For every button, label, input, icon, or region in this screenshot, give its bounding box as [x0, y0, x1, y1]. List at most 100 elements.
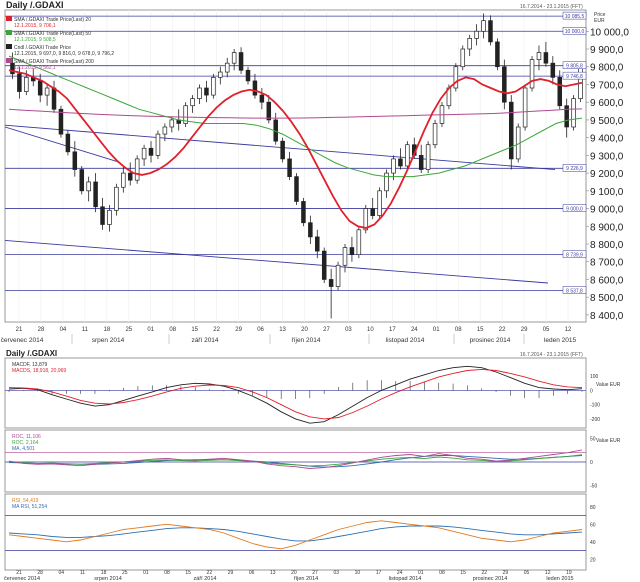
candle-body — [294, 176, 299, 202]
x-month-label: říjen 2014 — [292, 337, 321, 344]
x-month-label: červenec 2014 — [1, 337, 44, 344]
candle-body — [550, 62, 556, 78]
candle-body — [44, 87, 50, 96]
candle-body — [259, 94, 265, 103]
candle-body — [287, 158, 292, 177]
bottom-day-label: 01 — [418, 570, 424, 576]
candle-body — [335, 264, 341, 287]
x-day-label: 17 — [389, 327, 396, 333]
bottom-day-label: 29 — [228, 570, 234, 576]
candle-body — [266, 101, 272, 121]
level-tag-label: 10 000,0 — [565, 29, 585, 35]
rsi-legend-1: RSI, 54,419 — [12, 498, 39, 504]
x-day-label: 01 — [433, 327, 440, 333]
x-month-label: srpen 2014 — [92, 337, 125, 344]
legend-swatch-sma50 — [6, 30, 12, 35]
level-tag-label: 8 537,8 — [566, 288, 583, 294]
level-tag-box — [562, 27, 587, 35]
candle-body — [65, 133, 71, 153]
macd-axis: 100 0 -100 -200 — [590, 374, 600, 423]
candle-body — [86, 181, 91, 192]
roc-axis-unit: Value EUR — [596, 438, 621, 444]
candle-body — [432, 123, 438, 146]
trend-lines — [4, 124, 556, 284]
legend-sma200-label: SMA /.GDAXI Trade Price(Last) 200 — [14, 59, 94, 65]
x-day-label: 21 — [16, 327, 23, 333]
price-tick-label: 10 000,0 — [590, 27, 629, 38]
panel-axis-label: -100 — [590, 403, 600, 409]
candle-body — [17, 73, 22, 92]
candle-body — [58, 108, 64, 135]
roc-series — [5, 449, 586, 469]
trend-line-upper — [4, 124, 556, 170]
bottom-day-label: 01 — [143, 570, 149, 576]
price-grid — [18, 10, 569, 322]
x-day-label: 15 — [191, 327, 198, 333]
bottom-x-axis: 21 28 04 11 18 25 01 08 15 22 29 06 13 20 27 03 10 17 24 01… — [16, 570, 572, 576]
candle-body — [536, 52, 542, 60]
candle-body — [529, 59, 535, 89]
price-tick-label: 8 600,0 — [590, 275, 624, 286]
candle-body — [481, 20, 486, 32]
candle-body — [342, 247, 348, 266]
legend-sma20-label: SMA /.GDAXI Trade Price(Last) 20 — [14, 17, 91, 23]
panel-axis-label: 20 — [590, 557, 596, 563]
panel-axis-label: 0 — [590, 388, 593, 394]
price-tick-label: 9 800,0 — [590, 63, 624, 74]
x-day-label: 25 — [125, 327, 132, 333]
candle-body — [93, 181, 98, 208]
bottom-day-label: 03 — [333, 570, 339, 576]
x-day-label: 13 — [279, 327, 286, 333]
panel-axis-label: 60 — [590, 522, 596, 528]
moving-average-lines — [8, 55, 583, 229]
bottom-day-label: 06 — [249, 570, 255, 576]
candle-body — [509, 101, 514, 160]
price-tick-label: 9 500,0 — [590, 116, 624, 127]
candle-body — [211, 77, 216, 96]
x-day-label: 24 — [411, 327, 418, 333]
candle-body — [10, 62, 15, 75]
rsi-plot-frame — [4, 493, 587, 571]
bottom-day-label: 18 — [101, 570, 107, 576]
x-month-label: prosinec 2014 — [470, 337, 511, 344]
panel-axis-label: 50 — [590, 437, 596, 443]
bottom-day-label: 12 — [545, 570, 551, 576]
legend-sma50-detail: 12.1.2015, 9 508,5 — [14, 37, 56, 43]
bottom-day-label: 04 — [59, 570, 65, 576]
sma200-line — [8, 108, 583, 119]
candle-body — [127, 172, 133, 181]
candle-body — [571, 98, 576, 128]
macd-legend-1: MACDF, 13,879 — [12, 362, 48, 368]
legend-sma50-label: SMA /.GDAXI Trade Price(Last) 50 — [14, 31, 91, 37]
panel-axis-label: 0 — [590, 460, 593, 466]
price-tick-label: 8 800,0 — [590, 240, 624, 251]
candle-body — [238, 52, 244, 71]
candle-body — [315, 236, 320, 252]
bottom-month-label: srpen 2014 — [94, 576, 122, 582]
candle-body — [488, 20, 493, 43]
candle-body — [280, 140, 285, 160]
candle-body — [224, 62, 230, 73]
x-day-label: 28 — [38, 327, 45, 333]
candle-body — [502, 66, 507, 103]
bottom-day-label: 15 — [460, 570, 466, 576]
price-tick-label: 9 200,0 — [590, 169, 624, 180]
candle-body — [169, 119, 175, 128]
bottom-day-label: 22 — [481, 570, 487, 576]
x-day-label: 08 — [169, 327, 176, 333]
x-day-label: 08 — [455, 327, 462, 333]
level-tag-label: 9 000,0 — [566, 206, 583, 212]
macd-signal-line — [8, 368, 583, 420]
bottom-day-label: 05 — [524, 570, 530, 576]
candle-body — [190, 98, 195, 107]
price-currency: EUR — [594, 18, 605, 24]
sma20-line — [8, 69, 583, 229]
x-day-label: 01 — [147, 327, 154, 333]
candle-body — [204, 87, 209, 96]
panel-axis-label: 80 — [590, 505, 596, 511]
x-day-label: 06 — [257, 327, 264, 333]
bottom-day-label: 13 — [270, 570, 276, 576]
roc-legend-2: ROC, 2,164 — [12, 440, 39, 446]
candle-body — [162, 126, 168, 135]
